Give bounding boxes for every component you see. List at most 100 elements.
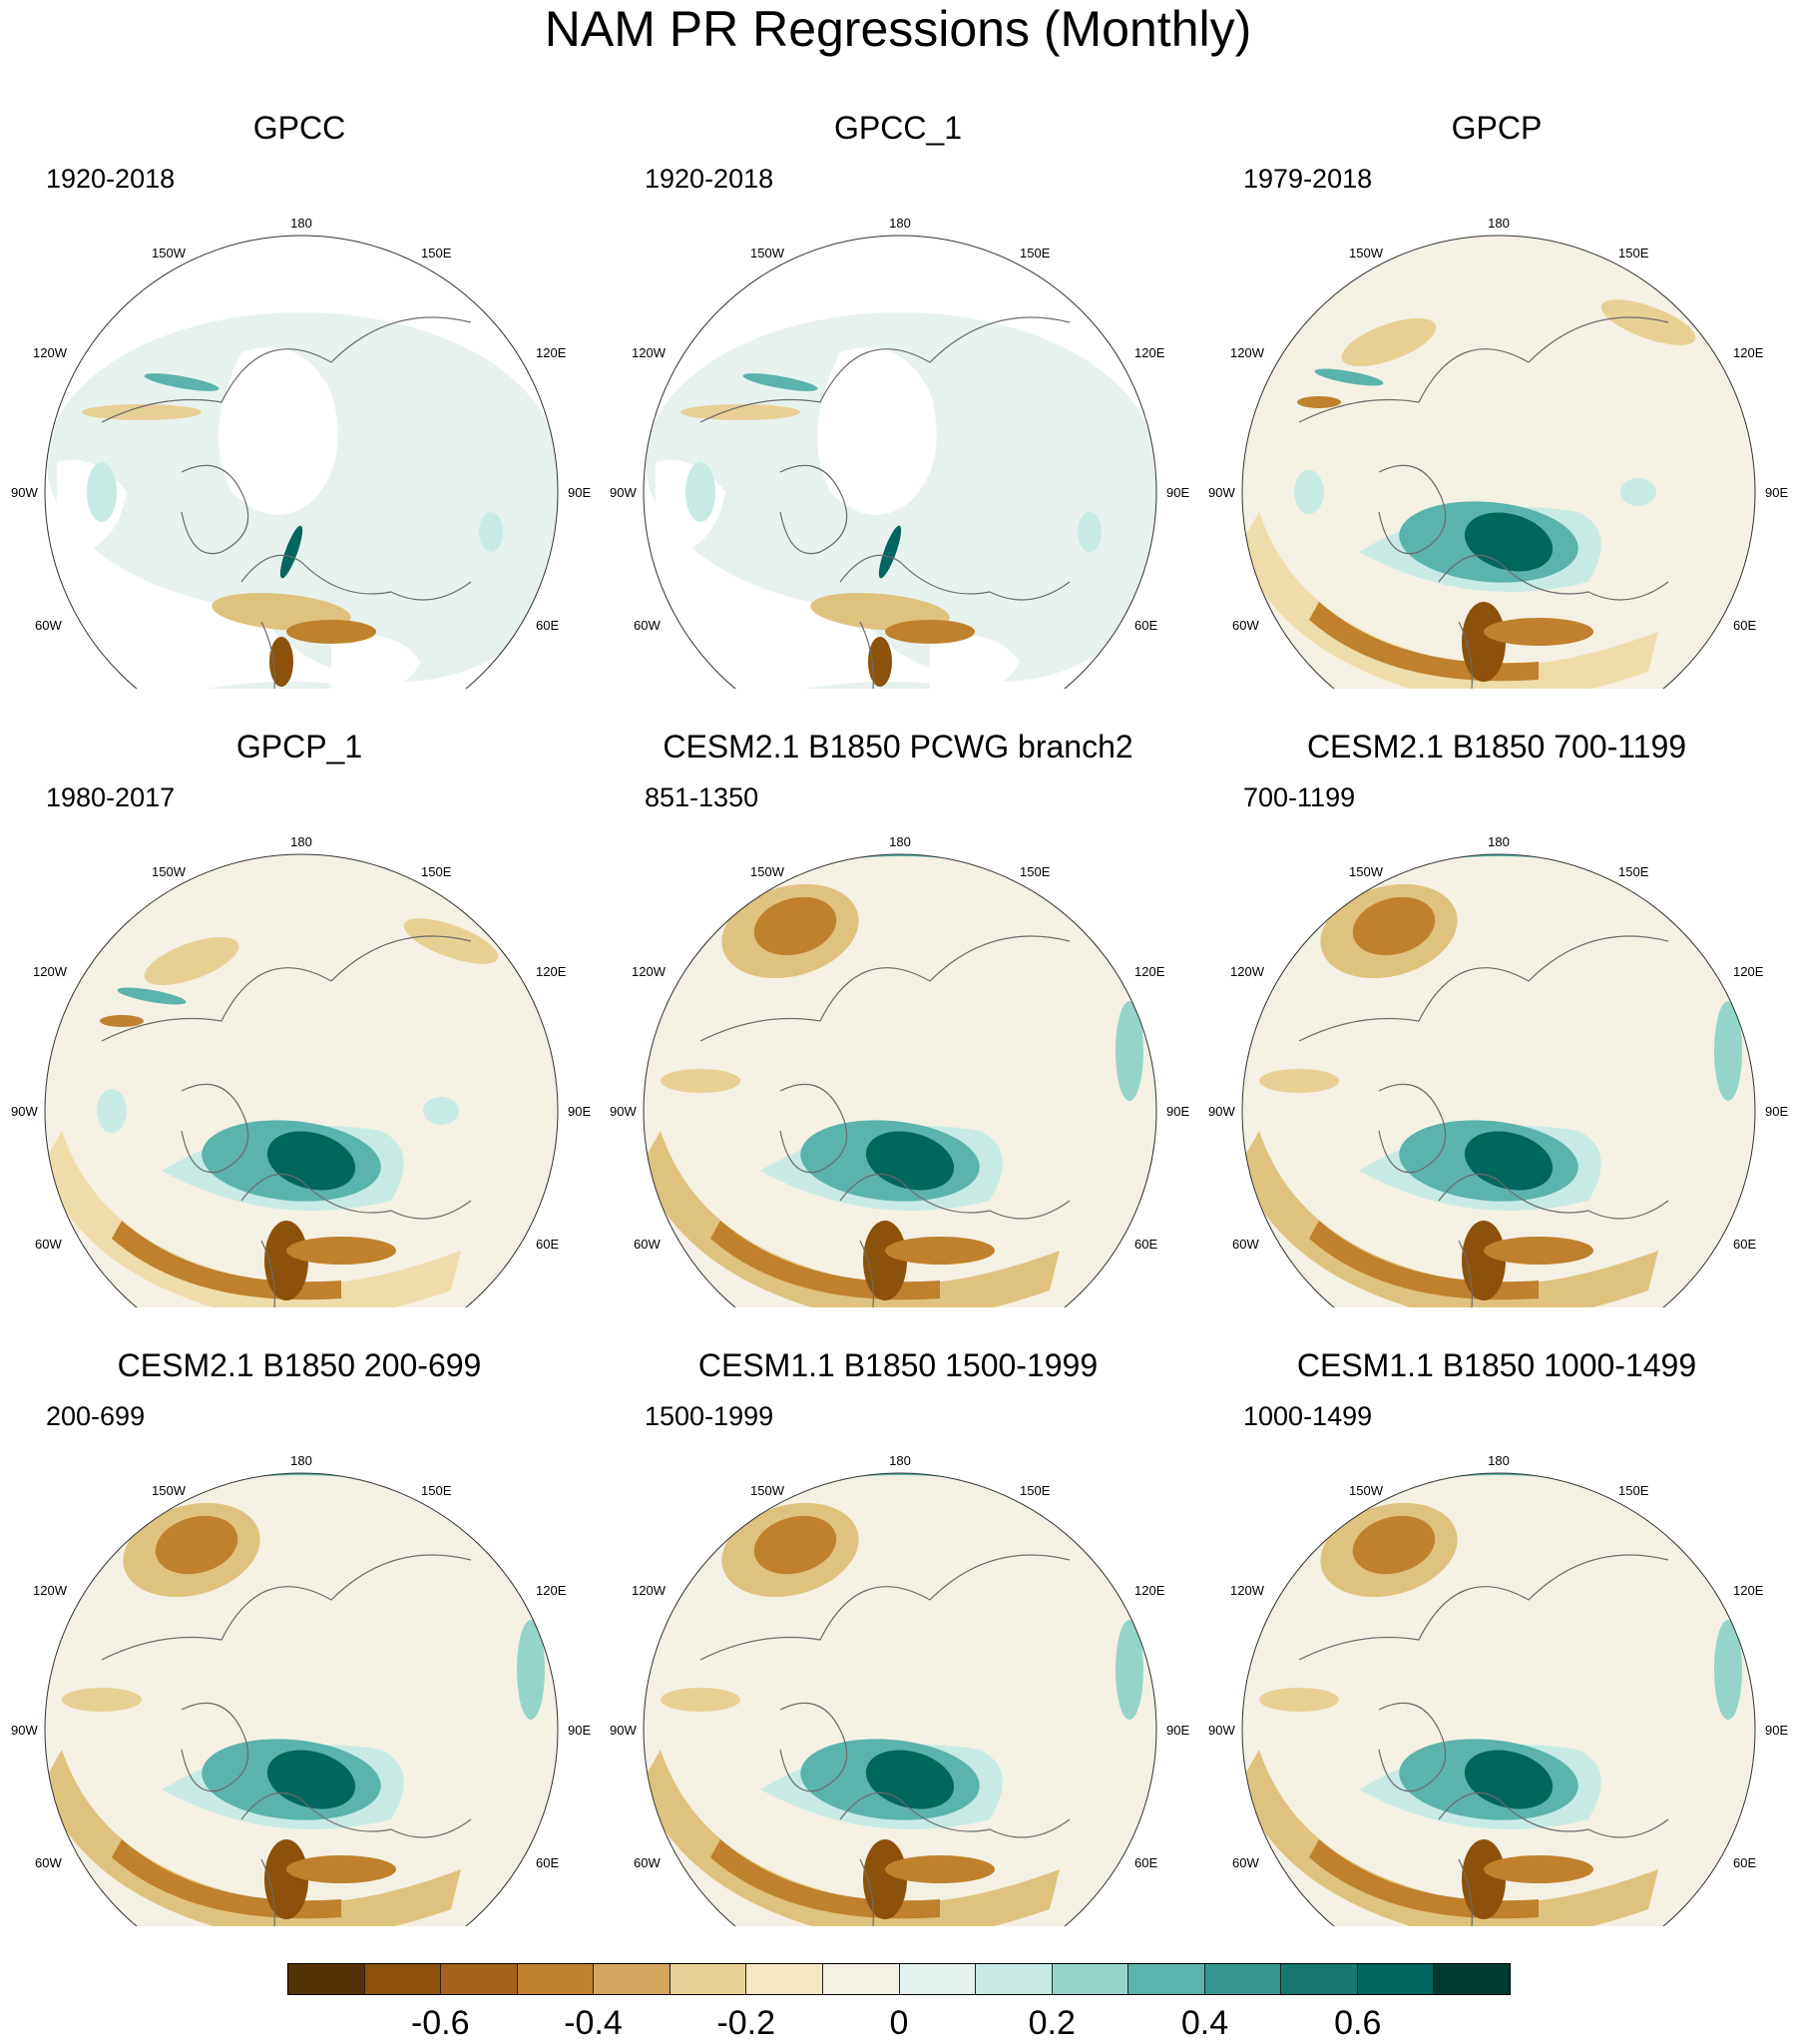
pacific-dry-core xyxy=(753,1515,837,1575)
label-60e: 60E xyxy=(536,1855,559,1870)
mediterranean-dry xyxy=(1484,1237,1593,1265)
asia-wet xyxy=(479,512,503,552)
panel-title: CESM1.1 B1850 1000-1499 xyxy=(1296,1347,1697,1383)
colorbar-swatch xyxy=(899,1964,977,1994)
polar-map: 180090W90E150W120W150E120E60W30W60E30E xyxy=(11,1453,591,1926)
east-pacific-dry xyxy=(403,918,499,964)
polar-map: 180090W90E150W120W150E120E60W30W60E30E xyxy=(11,834,591,1307)
label-120e: 120E xyxy=(536,1583,567,1598)
atlantic-dry-arc xyxy=(1242,1750,1658,1926)
label-150e: 150E xyxy=(421,246,452,260)
siberia-wet xyxy=(1620,478,1656,506)
coastlines xyxy=(101,316,472,689)
panel-period: 200-699 xyxy=(46,1401,146,1431)
alaska-wet xyxy=(117,987,187,1005)
label-60e: 60E xyxy=(1733,618,1756,633)
europe-dry-core xyxy=(286,620,376,644)
label-60e: 60E xyxy=(536,618,559,633)
atlantic-dry-core xyxy=(1309,1839,1539,1919)
map-field xyxy=(1242,1473,1755,1926)
map-field xyxy=(644,236,1156,689)
iberia-dry-core xyxy=(868,637,892,687)
colorbar-swatch xyxy=(1128,1964,1205,1994)
colorbar-tick-label: -0.2 xyxy=(716,2004,776,2042)
colorbar-swatch xyxy=(1281,1964,1358,1994)
label-150e: 150E xyxy=(1020,246,1051,260)
label-120w: 120W xyxy=(1230,345,1265,360)
label-90e: 90E xyxy=(1765,1104,1788,1119)
map-field xyxy=(644,854,1156,1307)
polar-map: 180090W90E150W120W150E120E60W30W60E30E xyxy=(1208,216,1788,689)
colorbar-swatch xyxy=(517,1964,595,1994)
map-field xyxy=(45,236,558,689)
mediterranean-dry xyxy=(1484,1855,1593,1883)
missing-data-atlantic xyxy=(72,605,192,689)
atlantic-dry-core xyxy=(710,1839,940,1919)
label-60w: 60W xyxy=(634,618,661,633)
label-180: 180 xyxy=(1488,834,1510,849)
colorbar-tick-label: 0.6 xyxy=(1334,2004,1382,2042)
label-90w: 90W xyxy=(1208,1723,1235,1738)
panel-title: CESM2.1 B1850 700-1199 xyxy=(1306,729,1687,765)
colorbar-tick-label: 0.2 xyxy=(1028,2004,1076,2042)
map-field xyxy=(45,854,558,1307)
mediterranean-dry xyxy=(885,1855,995,1883)
coastlines xyxy=(699,1554,1071,1926)
alaska-wet xyxy=(144,373,220,391)
mediterranean-dry xyxy=(1484,618,1593,646)
polar-map: 180090W90E150W120W150E120E60W30W60E30E xyxy=(610,216,1189,689)
label-120w: 120W xyxy=(33,345,68,360)
label-150e: 150E xyxy=(421,1483,452,1498)
polar-map: 180090W90E150W120W150E120E60W30W60E30E xyxy=(1208,1453,1788,1926)
polar-map: 180090W90E150W120W150E120E60W30W60E30E xyxy=(1208,834,1788,1307)
label-120e: 120E xyxy=(1733,964,1764,979)
west-dry-strip xyxy=(680,404,800,420)
label-90w: 90W xyxy=(610,1723,637,1738)
atlantic-dry-arc xyxy=(644,1750,1060,1926)
label-60w: 60W xyxy=(634,1237,661,1252)
label-90w: 90W xyxy=(610,1104,637,1119)
map-panel: 180090W90E150W120W150E120E60W30W60E30ECE… xyxy=(0,1307,599,1926)
mediterranean-dry xyxy=(885,1237,995,1265)
label-60e: 60E xyxy=(1733,1237,1756,1252)
label-150w: 150W xyxy=(152,864,187,879)
canada-dry-strip xyxy=(661,1069,740,1093)
atlantic-dry-core xyxy=(710,1221,940,1300)
label-90w: 90W xyxy=(610,485,637,500)
label-60e: 60E xyxy=(536,1237,559,1252)
map-panel: 180090W90E150W120W150E120E60W30W60E30EGP… xyxy=(0,70,599,689)
atlantic-dry-core xyxy=(112,1839,341,1919)
label-90w: 90W xyxy=(11,485,38,500)
panel-period: 851-1350 xyxy=(645,782,759,812)
scandinavia-wet xyxy=(878,525,902,579)
panel-title: GPCC_1 xyxy=(833,110,963,146)
atlantic-dry-core xyxy=(112,1221,341,1300)
colorbar-swatch xyxy=(1204,1964,1282,1994)
pacific-dry-core xyxy=(1352,1515,1436,1575)
atlantic-dry-arc xyxy=(45,1750,461,1926)
label-150w: 150W xyxy=(152,1483,187,1498)
label-120w: 120W xyxy=(632,345,667,360)
iberia-dry-core xyxy=(1462,1839,1506,1919)
label-60w: 60W xyxy=(634,1855,661,1870)
map-border xyxy=(1241,235,1756,689)
canada-dry-strip xyxy=(661,1688,740,1712)
label-60w: 60W xyxy=(35,1237,62,1252)
label-90w: 90W xyxy=(1208,1104,1235,1119)
label-120e: 120E xyxy=(536,345,567,360)
asia-wet xyxy=(1078,512,1102,552)
atlantic-dry-arc xyxy=(644,1131,1060,1307)
colorbar-tick-labels: -0.6 -0.4 -0.2 0 0.2 0.4 0.6 xyxy=(0,2004,1796,2044)
panel-period: 700-1199 xyxy=(1243,782,1356,812)
label-60e: 60E xyxy=(1134,1855,1157,1870)
label-60w: 60W xyxy=(1232,1237,1259,1252)
label-150e: 150E xyxy=(1618,1483,1649,1498)
polar-map: 180090W90E150W120W150E120E60W30W60E30E xyxy=(11,216,591,689)
map-panel: 180090W90E150W120W150E120E60W30W60E30EGP… xyxy=(599,70,1197,689)
label-90e: 90E xyxy=(568,1723,591,1738)
siberia-wet xyxy=(423,1097,459,1125)
panel-period: 1500-1999 xyxy=(645,1401,774,1431)
panel-title: CESM2.1 B1850 200-699 xyxy=(117,1347,482,1383)
label-180: 180 xyxy=(1488,1453,1510,1468)
label-180: 180 xyxy=(889,834,911,849)
